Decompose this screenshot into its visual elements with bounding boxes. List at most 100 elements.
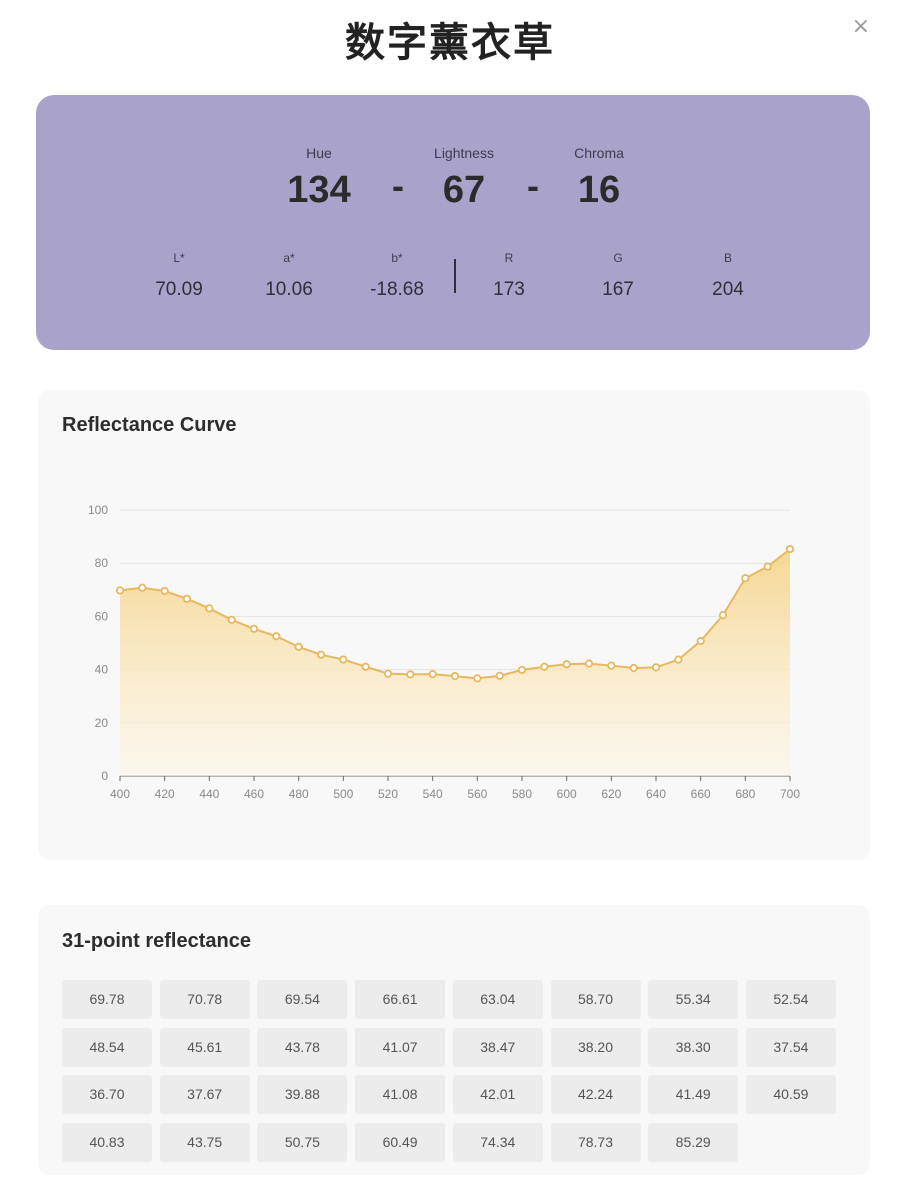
x-tick-label: 400	[110, 787, 130, 801]
rgb-r-label: R	[504, 251, 514, 265]
lightness-label: Lightness	[434, 145, 494, 161]
data-point	[674, 655, 683, 664]
reflectance-value-cell: 42.24	[550, 1075, 641, 1114]
rgb-b-value: 204	[712, 279, 744, 300]
reflectance-value-cell: 38.30	[648, 1027, 739, 1067]
x-tick-label: 500	[333, 787, 353, 801]
data-point	[361, 662, 370, 671]
x-tick-label: 460	[244, 787, 264, 801]
reflectance-value-cell: 45.61	[159, 1027, 250, 1067]
data-point	[383, 669, 393, 678]
lab-a-value: 10.06	[265, 279, 313, 300]
x-tick-label: 680	[735, 787, 755, 801]
y-tick-label: 100	[88, 503, 108, 517]
grid-title: 31-point reflectance	[62, 930, 251, 952]
y-tick-label: 0	[101, 769, 108, 783]
reflectance-values-panel: 31-point reflectance 69.78 70.78 69.54 66.6…	[38, 905, 870, 1175]
page-title: 数字薰衣草	[345, 19, 555, 66]
lab-l-value: 70.09	[155, 279, 203, 300]
rgb-b-label: B	[723, 251, 733, 265]
x-tick-label: 420	[155, 787, 175, 801]
data-point	[406, 670, 415, 679]
lab-a-label: a*	[283, 251, 295, 265]
chroma-label: Chroma	[574, 145, 624, 161]
x-tick-label: 560	[467, 787, 487, 801]
close-icon[interactable]: ×	[851, 14, 870, 39]
data-point	[138, 583, 147, 592]
reflectance-value-cell: 40.83	[62, 1122, 152, 1162]
x-tick-label: 620	[601, 787, 621, 801]
data-point	[785, 545, 795, 554]
data-point	[272, 632, 281, 641]
reflectance-value-cell: 66.61	[355, 980, 446, 1019]
data-point	[182, 594, 192, 603]
chroma-value: 16	[577, 169, 621, 211]
data-point	[629, 663, 638, 673]
x-tick-label: 700	[780, 787, 800, 801]
hue-label: Hue	[306, 145, 332, 161]
reflectance-value-cell: 40.59	[745, 1075, 836, 1114]
reflectance-value-cell: 69.54	[257, 980, 348, 1019]
data-point	[540, 662, 549, 671]
hlc-separator: -	[392, 165, 404, 206]
reflectance-value-cell: 41.49	[648, 1075, 739, 1114]
reflectance-value-cell: 74.34	[452, 1122, 543, 1162]
x-tick-label: 540	[423, 787, 443, 801]
reflectance-value-cell: 85.29	[648, 1122, 739, 1162]
reflectance-value-cell: 41.07	[355, 1027, 446, 1067]
data-point	[428, 670, 437, 679]
data-point	[584, 659, 594, 668]
x-tick-label: 660	[691, 787, 711, 801]
y-tick-label: 80	[95, 556, 109, 570]
data-point	[473, 674, 482, 683]
chart-title: Reflectance Curve	[62, 414, 237, 436]
y-tick-label: 20	[95, 716, 109, 730]
color-swatch-card: Hue 134 - Lightness 67 - Chroma 16 L* 70…	[36, 95, 870, 350]
data-point	[294, 642, 303, 651]
divider	[454, 259, 456, 293]
reflectance-value-cell: 50.75	[257, 1122, 348, 1162]
reflectance-value-cell: 48.54	[62, 1027, 152, 1067]
lab-b-value: -18.68	[370, 279, 424, 300]
reflectance-value-cell: 43.75	[159, 1122, 250, 1162]
lightness-value: 67	[442, 169, 486, 211]
reflectance-value-cell: 36.70	[62, 1075, 152, 1114]
reflectance-value-cell: 41.08	[355, 1075, 446, 1114]
reflectance-value-cell: 69.78	[62, 980, 152, 1019]
data-point	[517, 665, 527, 675]
rgb-g-label: G	[613, 251, 623, 265]
reflectance-curve-panel: Reflectance Curve 0 20 40 60 80 100 400 420 440 4…	[38, 390, 870, 860]
data-point	[763, 562, 772, 571]
data-point	[205, 604, 214, 613]
x-tick-label: 520	[378, 787, 398, 801]
reflectance-value-cell: 70.78	[159, 980, 250, 1019]
reflectance-value-cell: 55.34	[648, 980, 739, 1019]
reflectance-value-cell: 60.49	[355, 1122, 446, 1162]
data-point	[741, 574, 750, 583]
reflectance-value-cell: 43.78	[257, 1027, 348, 1067]
data-point	[607, 661, 616, 670]
data-point	[160, 586, 169, 596]
hue-value: 134	[287, 169, 351, 211]
reflectance-value-cell: 38.20	[550, 1027, 641, 1067]
x-tick-label: 640	[646, 787, 666, 801]
data-point	[718, 610, 728, 620]
lab-b-label: b*	[391, 251, 403, 265]
data-point	[227, 615, 236, 624]
data-point	[696, 636, 705, 646]
rgb-r-value: 173	[493, 279, 525, 300]
y-tick-label: 40	[95, 663, 109, 677]
reflectance-value-cell: 39.88	[257, 1075, 348, 1114]
x-tick-label: 440	[199, 787, 219, 801]
x-tick-label: 600	[557, 787, 577, 801]
lab-l-label: L*	[173, 251, 185, 265]
data-point	[316, 650, 326, 659]
data-point	[339, 655, 348, 664]
reflectance-value-cell: 63.04	[452, 980, 543, 1019]
reflectance-value-cell: 42.01	[452, 1075, 543, 1114]
data-point	[115, 586, 125, 595]
reflectance-value-cell: 37.54	[745, 1027, 836, 1067]
y-tick-label: 60	[95, 609, 109, 623]
reflectance-value-cell: 58.70	[550, 980, 641, 1019]
data-point	[495, 671, 504, 680]
